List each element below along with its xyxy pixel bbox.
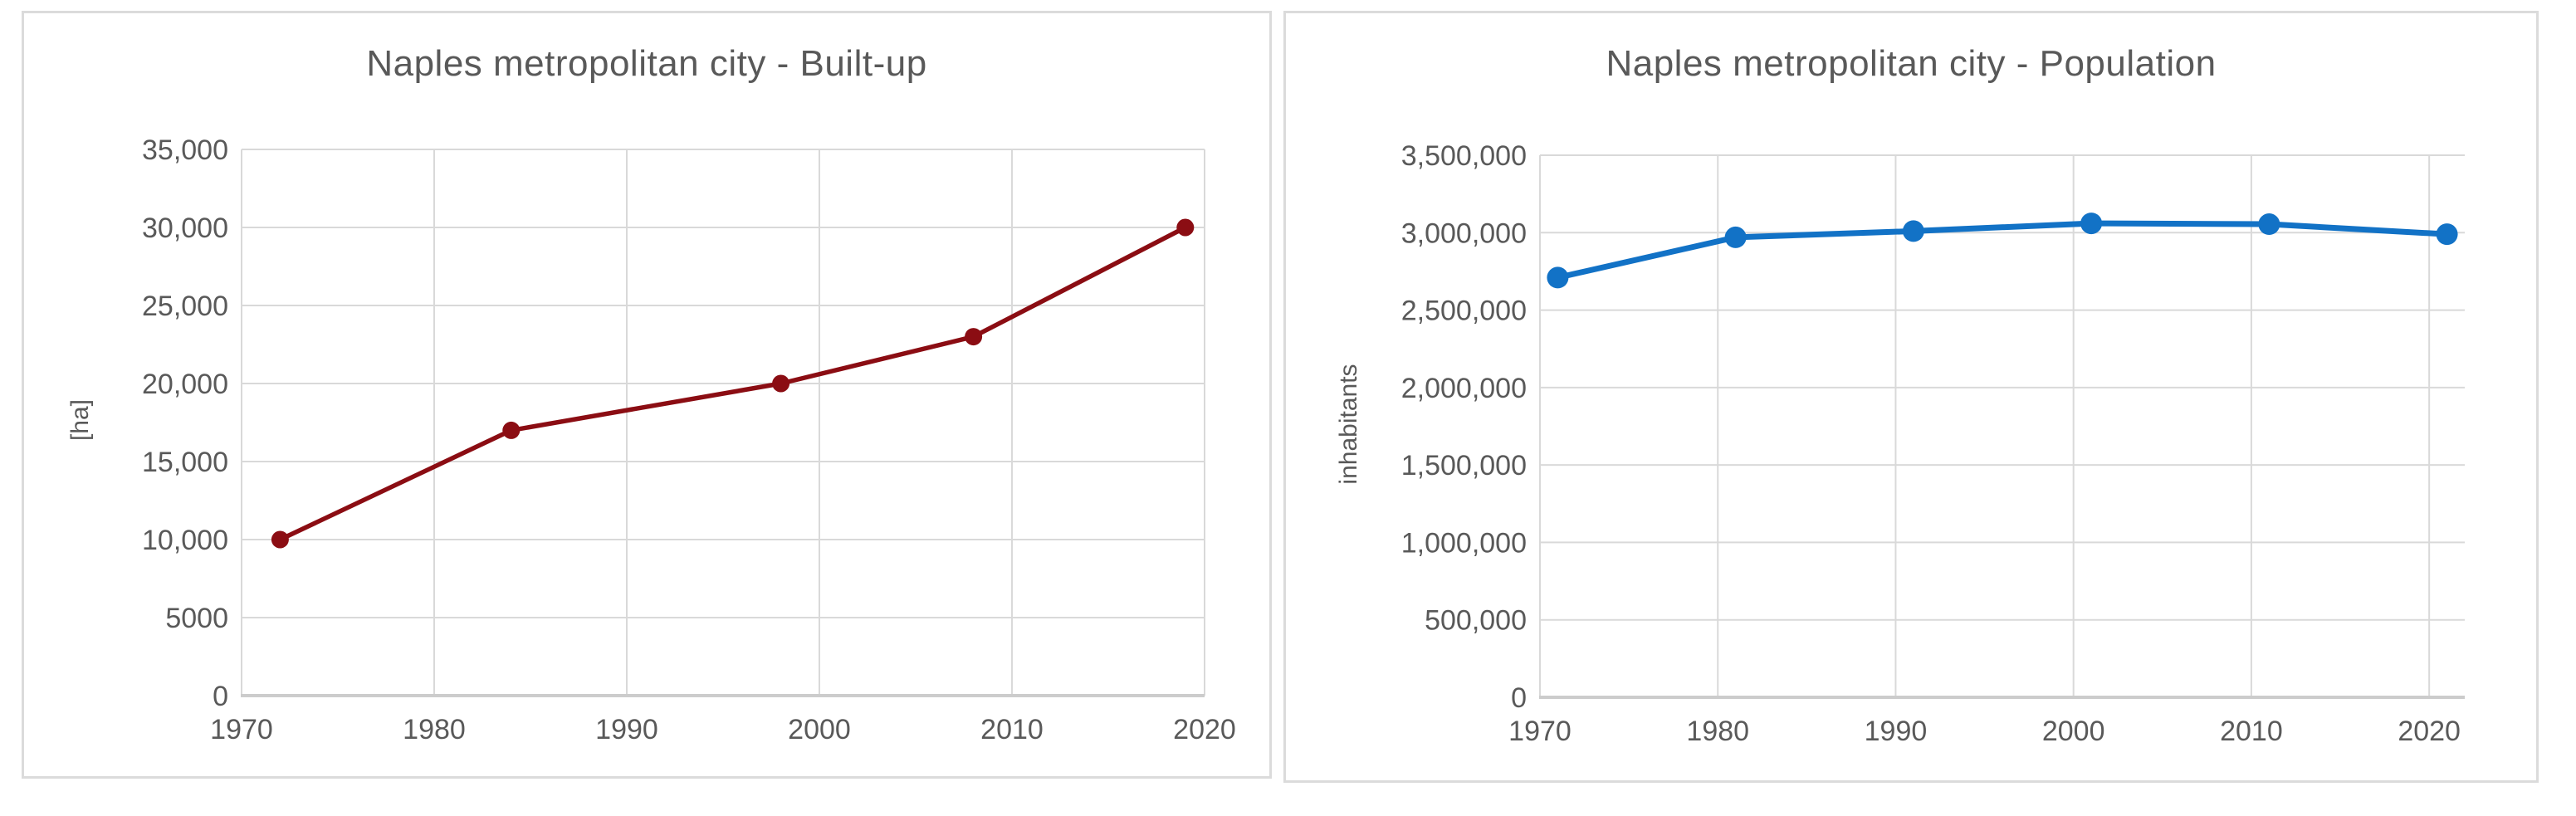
y-tick-label: 20,000 xyxy=(142,369,228,400)
data-point-marker xyxy=(1176,218,1195,237)
y-tick-label: 10,000 xyxy=(142,525,228,556)
y-tick-label: 1,500,000 xyxy=(1401,450,1527,481)
x-tick-label: 1980 xyxy=(403,714,466,745)
data-point-marker xyxy=(271,530,289,549)
chart-title-built-up: Naples metropolitan city - Built-up xyxy=(366,43,927,84)
chart-title-population: Naples metropolitan city - Population xyxy=(1606,43,2217,84)
y-tick-label: 25,000 xyxy=(142,291,228,322)
data-point-marker xyxy=(2436,223,2458,246)
x-tick-label: 2000 xyxy=(2042,716,2105,747)
y-tick-label: 1,000,000 xyxy=(1401,527,1527,559)
chart-card-built-up: Naples metropolitan city - Built-up [ha]… xyxy=(22,11,1272,779)
x-tick-label: 1970 xyxy=(1508,716,1572,747)
y-tick-label: 2,500,000 xyxy=(1401,296,1527,327)
data-point-marker xyxy=(1902,220,1924,242)
data-point-marker xyxy=(1724,226,1747,248)
data-point-marker xyxy=(772,374,790,393)
x-tick-label: 1990 xyxy=(595,714,658,745)
data-point-marker xyxy=(965,328,983,346)
chart-card-population: Naples metropolitan city - Population in… xyxy=(1283,11,2539,783)
y-tick-label: 0 xyxy=(213,681,228,712)
y-tick-label: 0 xyxy=(1511,682,1527,714)
data-point-marker xyxy=(2080,213,2103,235)
x-tick-label: 2010 xyxy=(2220,716,2283,747)
x-tick-label: 2000 xyxy=(788,714,851,745)
x-tick-label: 2020 xyxy=(1173,714,1236,745)
data-point-marker xyxy=(1547,266,1569,289)
population-line-chart: 0 500,000 1,000,000 1,500,000 2,000,000 2,500… xyxy=(1401,140,2465,747)
y-tick-label: 500,000 xyxy=(1425,605,1527,637)
x-tick-label: 2010 xyxy=(980,714,1044,745)
series-line xyxy=(1554,220,2451,281)
x-tick-label: 1990 xyxy=(1865,716,1928,747)
y-tick-label: 3,000,000 xyxy=(1401,217,1527,249)
x-tick-label: 1980 xyxy=(1686,716,1749,747)
y-tick-label: 5000 xyxy=(165,603,228,634)
x-tick-label: 1970 xyxy=(210,714,273,745)
y-tick-label: 3,500,000 xyxy=(1401,140,1527,172)
y-tick-label: 15,000 xyxy=(142,447,228,478)
built-up-line-chart: 0 5000 10,000 15,000 20,000 25,000 30,000 35,00… xyxy=(142,134,1236,745)
x-tick-label: 2020 xyxy=(2398,716,2461,747)
y-tick-label: 2,000,000 xyxy=(1401,373,1527,404)
y-tick-label: 35,000 xyxy=(142,134,228,166)
data-point-marker xyxy=(2258,213,2280,236)
data-point-marker xyxy=(502,421,521,439)
y-tick-label: 30,000 xyxy=(142,213,228,244)
